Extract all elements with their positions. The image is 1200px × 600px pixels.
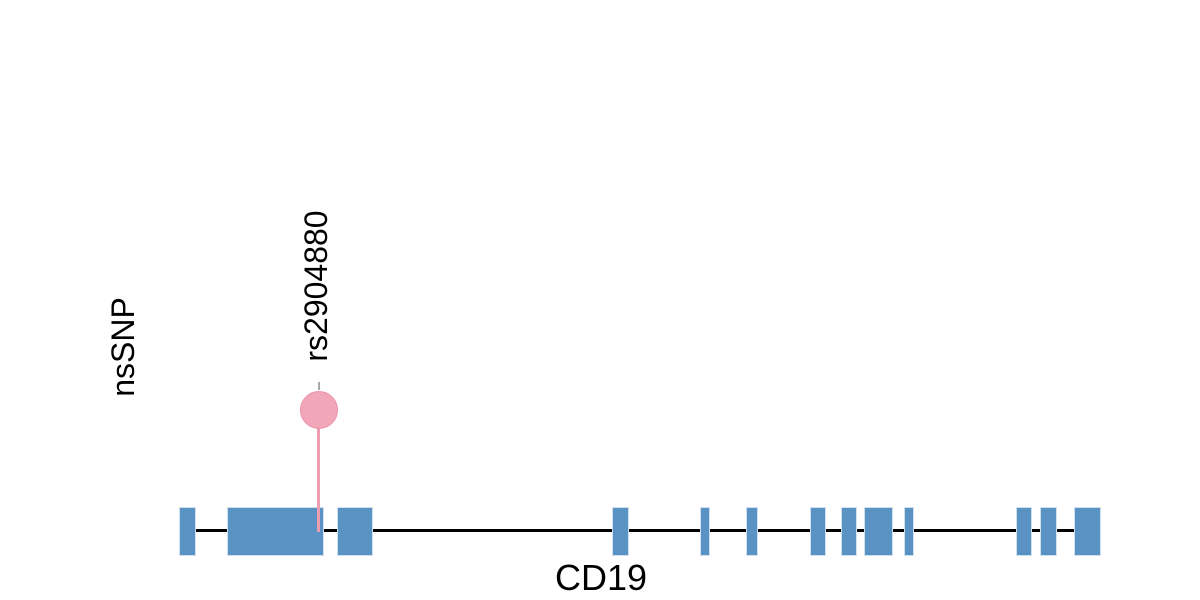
exon-13 bbox=[1074, 507, 1101, 556]
exon-12 bbox=[1040, 507, 1057, 556]
snp-label-connector bbox=[317, 382, 320, 390]
snp-id-label: rs2904880 bbox=[297, 210, 334, 362]
exon-3 bbox=[337, 507, 373, 556]
gene-intron-line bbox=[179, 529, 1101, 532]
exon-9 bbox=[864, 507, 893, 556]
snp-lollipop-circle bbox=[299, 390, 338, 429]
gene-name-label: CD19 bbox=[554, 557, 648, 598]
exon-2 bbox=[227, 507, 324, 556]
exon-1 bbox=[179, 507, 196, 556]
exon-5 bbox=[700, 507, 710, 556]
exon-7 bbox=[810, 507, 826, 556]
snp-lollipop-stem bbox=[317, 427, 320, 532]
track-axis-label: nsSNP bbox=[104, 297, 141, 397]
exon-11 bbox=[1016, 507, 1032, 556]
exon-10 bbox=[904, 507, 914, 556]
exon-8 bbox=[841, 507, 857, 556]
exon-4 bbox=[612, 507, 629, 556]
exon-6 bbox=[746, 507, 758, 556]
